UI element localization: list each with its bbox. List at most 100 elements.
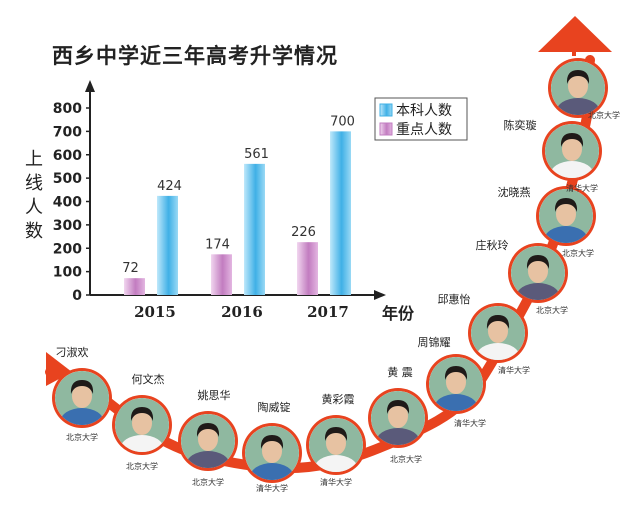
student-school: 清华大学 bbox=[498, 365, 530, 375]
y-tick-label: 800 bbox=[53, 101, 82, 117]
x-tick-label: 2017 bbox=[307, 303, 349, 321]
avatar-photo bbox=[551, 61, 605, 115]
student-name: 黄 震 bbox=[387, 365, 413, 379]
photo-hair bbox=[554, 198, 578, 212]
photo-shoulders bbox=[550, 161, 594, 178]
student-name: 黄彩霞 bbox=[322, 392, 355, 406]
avatar-photo bbox=[429, 357, 483, 411]
photo-hair bbox=[486, 315, 510, 329]
legend-label-bachelor: 本科人数 bbox=[396, 103, 452, 119]
photo-face bbox=[388, 404, 408, 428]
y-tick-label: 200 bbox=[53, 241, 82, 257]
photo-shoulders bbox=[60, 408, 104, 425]
student-name: 何文杰 bbox=[132, 372, 165, 386]
avatar-photo bbox=[539, 189, 593, 243]
student-school: 北京大学 bbox=[390, 454, 422, 464]
photo-face bbox=[262, 439, 282, 463]
avatar-photo bbox=[181, 414, 235, 468]
photo-hair bbox=[260, 435, 284, 449]
data-label: 561 bbox=[244, 147, 269, 162]
photo-shoulders bbox=[120, 435, 164, 452]
avatar-photo bbox=[115, 398, 169, 452]
student-name: 姚思华 bbox=[198, 388, 231, 402]
data-label: 700 bbox=[330, 114, 355, 129]
y-tick-label: 500 bbox=[53, 171, 82, 187]
student-school: 清华大学 bbox=[566, 183, 598, 193]
x-axis-label: 年份 bbox=[382, 304, 415, 323]
avatar-photo bbox=[371, 391, 425, 445]
y-tick-label: 400 bbox=[53, 195, 82, 211]
x-axis-arrow bbox=[374, 290, 386, 300]
x-tick-label: 2016 bbox=[221, 303, 263, 321]
photo-hair bbox=[130, 407, 154, 421]
photo-face bbox=[446, 370, 466, 394]
y-tick-label: 300 bbox=[53, 218, 82, 234]
photo-shoulders bbox=[516, 283, 560, 300]
student-school: 北京大学 bbox=[536, 305, 568, 315]
data-label: 226 bbox=[291, 225, 316, 240]
student-school: 清华大学 bbox=[320, 477, 352, 487]
data-label: 72 bbox=[122, 261, 139, 276]
student-name: 周锦耀 bbox=[418, 335, 451, 349]
photo-hair bbox=[526, 255, 550, 269]
photo-shoulders bbox=[476, 343, 520, 360]
ribbon-end-arrow-stem bbox=[572, 50, 576, 56]
student-name: 庄秋玲 bbox=[476, 238, 509, 252]
photo-face bbox=[528, 259, 548, 283]
photo-hair bbox=[70, 380, 94, 394]
student-name: 沈晓燕 bbox=[498, 185, 531, 199]
bar-key-count bbox=[297, 242, 318, 295]
avatar-photo bbox=[309, 418, 363, 472]
photo-shoulders bbox=[434, 394, 478, 411]
photo-hair bbox=[566, 70, 590, 84]
avatar-photo bbox=[55, 371, 109, 425]
photo-hair bbox=[196, 423, 220, 437]
student-avatar: 北京大学 bbox=[548, 58, 620, 120]
y-axis-arrow bbox=[85, 80, 95, 92]
bar-bachelor-count bbox=[330, 131, 351, 295]
data-label: 424 bbox=[157, 179, 182, 194]
photo-face bbox=[198, 427, 218, 451]
student-name: 刁淑欢 bbox=[56, 345, 89, 359]
student-school: 北京大学 bbox=[562, 248, 594, 258]
photo-face bbox=[488, 319, 508, 343]
photo-face bbox=[562, 137, 582, 161]
photo-shoulders bbox=[250, 463, 294, 480]
photo-hair bbox=[386, 400, 410, 414]
photo-shoulders bbox=[376, 428, 420, 445]
bar-bachelor-count bbox=[157, 195, 178, 295]
chart-bars: 2015 72 424 2016 174 561 2017 226 700 bbox=[122, 114, 355, 321]
y-axis-label: 上线人数 bbox=[25, 149, 43, 242]
photo-face bbox=[326, 431, 346, 455]
student-school: 清华大学 bbox=[454, 418, 486, 428]
student-school: 北京大学 bbox=[66, 432, 98, 442]
photo-hair bbox=[324, 427, 348, 441]
avatar-photo bbox=[545, 124, 599, 178]
y-tick-label: 0 bbox=[72, 288, 82, 304]
avatar-photo bbox=[511, 246, 565, 300]
photo-hair bbox=[560, 133, 584, 147]
data-label: 174 bbox=[205, 237, 230, 252]
legend-swatch-key bbox=[379, 122, 393, 136]
y-tick-label: 100 bbox=[53, 265, 82, 281]
legend-label-key: 重点人数 bbox=[396, 122, 452, 138]
photo-shoulders bbox=[314, 455, 358, 472]
photo-face bbox=[556, 202, 576, 226]
bar-key-count bbox=[211, 254, 232, 295]
avatar-photo bbox=[471, 306, 525, 360]
ribbon-end-arrow bbox=[538, 16, 612, 52]
student-name: 陶威锭 bbox=[258, 400, 291, 414]
